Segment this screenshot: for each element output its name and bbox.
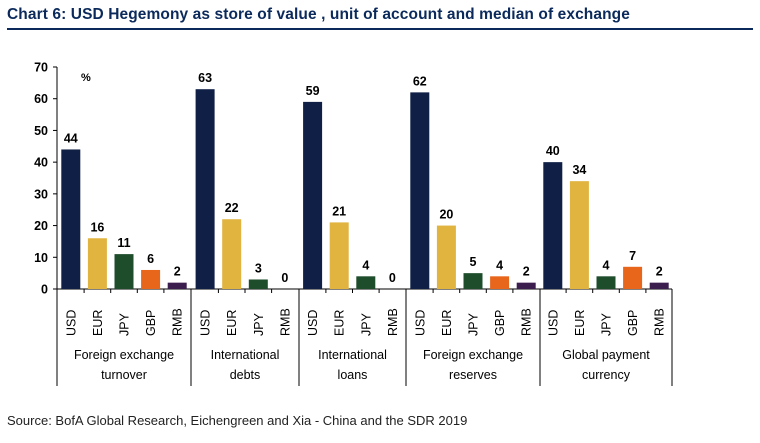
bar-gbp bbox=[623, 266, 643, 289]
bar-rmb bbox=[167, 282, 187, 289]
category-label: GBP bbox=[493, 310, 507, 336]
y-tick-label: 40 bbox=[34, 156, 48, 170]
bar-rmb bbox=[516, 282, 536, 289]
data-label: 40 bbox=[546, 144, 560, 158]
y-tick-label: 10 bbox=[34, 251, 48, 265]
chart-title: Chart 6: USD Hegemony as store of value … bbox=[7, 6, 630, 23]
bar-jpy bbox=[596, 276, 616, 289]
bar-usd bbox=[61, 149, 81, 289]
data-label: 0 bbox=[281, 271, 288, 285]
bar-jpy bbox=[114, 254, 134, 289]
data-label: 11 bbox=[117, 236, 130, 250]
bar-eur bbox=[569, 181, 589, 289]
y-unit-label: % bbox=[81, 72, 91, 84]
group-label-line1: Global payment bbox=[562, 348, 650, 362]
data-label: 2 bbox=[656, 265, 663, 279]
group-label-line2: currency bbox=[582, 368, 631, 382]
y-tick-label: 60 bbox=[34, 92, 48, 106]
category-label: EUR bbox=[91, 310, 105, 336]
category-label: EUR bbox=[440, 310, 454, 336]
category-label: USD bbox=[306, 310, 320, 336]
bar-eur bbox=[436, 225, 456, 289]
category-label: EUR bbox=[333, 310, 347, 336]
y-tick-label: 70 bbox=[34, 61, 48, 75]
group-label-line2: debts bbox=[230, 368, 261, 382]
data-label: 20 bbox=[439, 208, 453, 222]
category-label: RMB bbox=[520, 308, 534, 336]
bar-usd bbox=[195, 89, 215, 289]
y-tick-label: 0 bbox=[41, 283, 48, 297]
group-label-line2: loans bbox=[338, 368, 368, 382]
bar-eur bbox=[329, 222, 349, 289]
category-label: JPY bbox=[600, 312, 614, 336]
data-label: 4 bbox=[603, 258, 610, 272]
category-label: USD bbox=[413, 310, 427, 336]
bar-eur bbox=[87, 238, 107, 289]
group-label-line1: Foreign exchange bbox=[74, 348, 174, 362]
data-label: 4 bbox=[496, 258, 503, 272]
data-label: 21 bbox=[332, 204, 346, 218]
category-label: USD bbox=[199, 310, 213, 336]
category-label: JPY bbox=[118, 312, 132, 336]
category-label: RMB bbox=[386, 308, 400, 336]
category-label: GBP bbox=[144, 310, 158, 336]
y-tick-label: 30 bbox=[34, 187, 48, 201]
bar-usd bbox=[410, 92, 430, 289]
group-label-line2: turnover bbox=[101, 368, 147, 382]
data-label: 0 bbox=[389, 271, 396, 285]
data-label: 22 bbox=[225, 201, 239, 215]
data-label: 5 bbox=[470, 255, 477, 269]
source-note: Source: BofA Global Research, Eichengree… bbox=[7, 413, 468, 428]
category-label: RMB bbox=[171, 308, 185, 336]
bar-usd bbox=[303, 101, 323, 289]
data-label: 59 bbox=[306, 84, 320, 98]
category-label: JPY bbox=[359, 312, 373, 336]
bar-jpy bbox=[248, 279, 268, 289]
y-tick-label: 20 bbox=[34, 219, 48, 233]
group-label-line1: International bbox=[318, 348, 387, 362]
data-label: 2 bbox=[174, 265, 181, 279]
category-label: USD bbox=[64, 310, 78, 336]
data-label: 3 bbox=[255, 261, 262, 275]
data-label: 44 bbox=[64, 131, 78, 145]
data-label: 2 bbox=[523, 265, 530, 279]
bar-eur bbox=[222, 219, 242, 289]
y-tick-label: 50 bbox=[34, 124, 48, 138]
data-label: 4 bbox=[362, 258, 369, 272]
group-label-line2: reserves bbox=[449, 368, 497, 382]
bar-jpy bbox=[356, 276, 376, 289]
category-label: GBP bbox=[626, 310, 640, 336]
data-label: 34 bbox=[572, 163, 586, 177]
category-label: RMB bbox=[653, 308, 667, 336]
group-label-line1: International bbox=[211, 348, 280, 362]
data-label: 7 bbox=[629, 249, 636, 263]
group-label-line1: Foreign exchange bbox=[423, 348, 523, 362]
category-label: JPY bbox=[467, 312, 481, 336]
category-label: JPY bbox=[252, 312, 266, 336]
category-label: RMB bbox=[278, 308, 292, 336]
category-label: EUR bbox=[225, 310, 239, 336]
data-label: 16 bbox=[90, 220, 104, 234]
bar-gbp bbox=[490, 276, 510, 289]
bar-usd bbox=[543, 162, 563, 289]
category-label: USD bbox=[546, 310, 560, 336]
title-rule bbox=[7, 28, 753, 30]
data-label: 63 bbox=[198, 71, 212, 85]
category-label: EUR bbox=[573, 310, 587, 336]
bar-jpy bbox=[463, 273, 483, 289]
bar-gbp bbox=[141, 269, 161, 289]
bar-chart: 010203040506070%44USD16EUR11JPY6GBP2RMBF… bbox=[34, 61, 673, 386]
data-label: 62 bbox=[413, 74, 427, 88]
bar-rmb bbox=[649, 282, 669, 289]
data-label: 6 bbox=[147, 252, 154, 266]
